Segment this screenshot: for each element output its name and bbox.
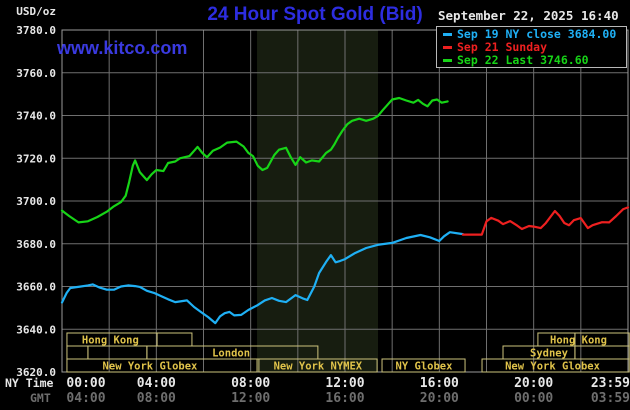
y-tick-label: 3640.0 [16, 323, 56, 336]
legend-item: Sep 22 Last 3746.60 [437, 54, 626, 67]
y-tick-label: 3780.0 [16, 24, 56, 37]
series-line [60, 231, 464, 325]
market-session-label: Hong Kong [550, 335, 607, 347]
x-tick-ny: 04:00 [137, 376, 176, 391]
x-tick-ny: 00:00 [66, 376, 105, 391]
market-session-box [87, 345, 148, 360]
market-session-label: Hong Kong [82, 335, 139, 347]
x-tick-gmt: 03:59 [591, 391, 630, 406]
y-tick-label: 3760.0 [16, 67, 56, 80]
x-tick-ny: 23:59 [591, 376, 630, 391]
y-tick-label: 3720.0 [16, 152, 56, 165]
legend-label: Sep 19 NY close 3684.00 [457, 27, 617, 41]
x-tick-ny: 20:00 [514, 376, 553, 391]
x-tick-ny: 16:00 [420, 376, 459, 391]
market-session-label: New York NYMEX [274, 361, 363, 373]
ny-time-axis-label: NY Time [5, 376, 54, 390]
market-session-box [574, 345, 630, 360]
series-line [461, 206, 630, 236]
y-tick-label: 3660.0 [16, 281, 56, 294]
x-tick-gmt: 20:00 [420, 391, 459, 406]
legend-item: Sep 19 NY close 3684.00 [437, 28, 626, 41]
x-tick-gmt: 16:00 [325, 391, 364, 406]
market-session-label: Sydney [530, 348, 569, 360]
series-line [60, 96, 449, 224]
y-tick-label: 3700.0 [16, 195, 56, 208]
legend-label: Sep 21 Sunday [457, 40, 548, 54]
x-tick-ny: 12:00 [325, 376, 364, 391]
x-tick-gmt: 08:00 [137, 391, 176, 406]
market-session-box [258, 358, 378, 373]
page-title: 24 Hour Spot Gold (Bid) [207, 4, 423, 25]
x-tick-gmt: 00:00 [514, 391, 553, 406]
legend-dash-icon [443, 46, 452, 49]
market-session-box [66, 345, 89, 360]
market-session-label: London [212, 348, 250, 360]
chart-datetime: September 22, 2025 16:40 [438, 8, 619, 23]
legend-dash-icon [443, 33, 452, 36]
market-session-box [481, 358, 630, 373]
market-session-box [156, 332, 193, 347]
market-session-box [381, 358, 466, 373]
x-tick-gmt: 04:00 [66, 391, 105, 406]
y-tick-label: 3680.0 [16, 238, 56, 251]
y-tick-label: 3740.0 [16, 110, 56, 123]
legend-dash-icon [443, 59, 452, 62]
x-tick-gmt: 12:00 [231, 391, 270, 406]
legend-label: Sep 22 Last 3746.60 [457, 53, 589, 67]
legend-box: Sep 19 NY close 3684.00 Sep 21 Sunday Sep … [436, 26, 627, 68]
gmt-axis-label: GMT [30, 391, 51, 405]
market-session-label: NY Globex [396, 361, 454, 373]
kitco-watermark-link: www.kitco.com [57, 38, 188, 58]
y-tick-label: 3620.0 [16, 366, 56, 379]
x-tick-ny: 08:00 [231, 376, 270, 391]
market-session-label: New York Globex [505, 361, 601, 373]
y-axis-unit-label: USD/oz [16, 5, 56, 18]
legend-item: Sep 21 Sunday [437, 41, 626, 54]
market-session-label: New York Globex [103, 361, 199, 373]
market-session-box [66, 358, 258, 373]
